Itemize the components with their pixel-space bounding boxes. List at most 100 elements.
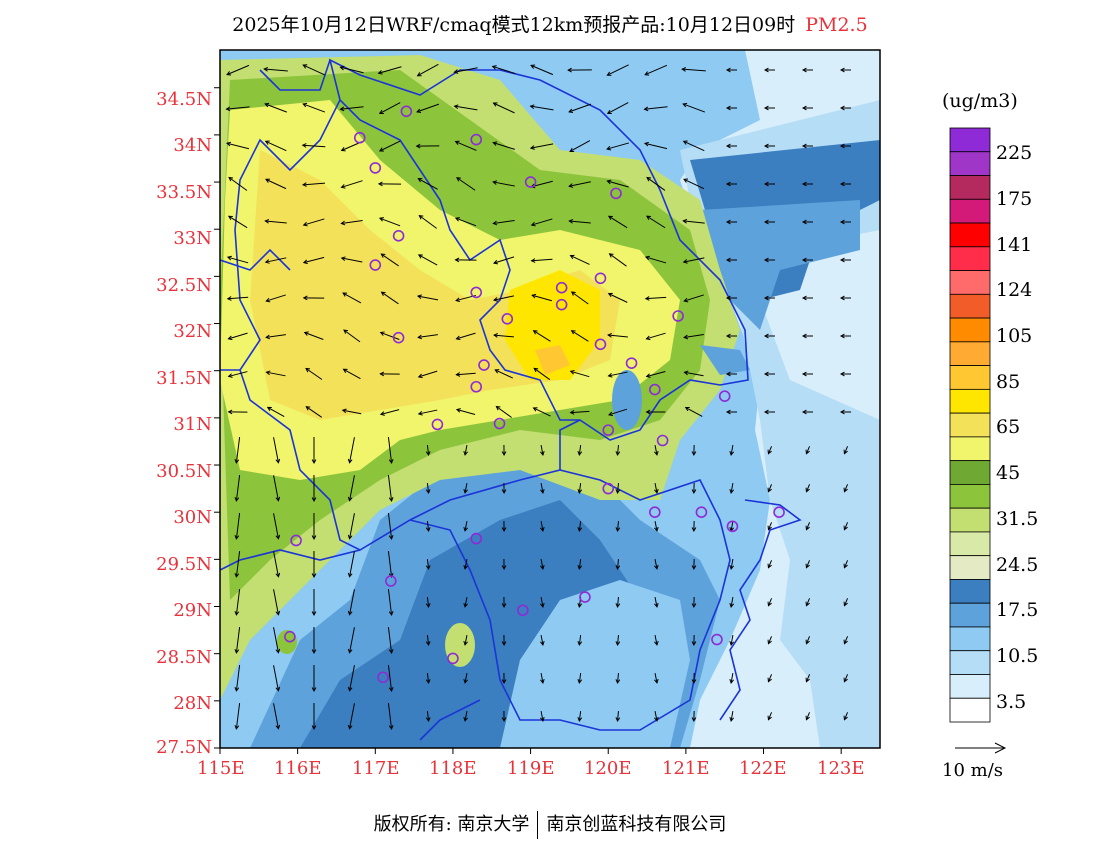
wind-arrow [377,66,402,75]
lat-label: 30N [173,507,212,528]
wind-arrow [417,334,438,340]
colorbar-swatch [949,507,991,533]
wind-arrow [425,482,431,495]
wind-arrow [492,219,515,226]
colorbar-label: 24.5 [996,554,1039,576]
wind-arrow [301,143,326,148]
nanjing-peak-area [535,345,570,375]
wind-arrow [607,332,628,338]
wind-arrow [463,444,468,456]
wind-arrow [266,406,285,417]
station-marker [470,133,483,146]
colorbar-swatch [949,127,991,153]
wind-arrow [425,672,431,685]
station-marker [602,424,615,436]
lon-label: 121E [662,758,710,779]
wind-arrow [681,67,706,72]
wind-arrow [540,482,545,494]
wind-arrow [691,596,697,609]
wind-arrow [492,256,515,265]
wind-arrow [532,330,551,342]
wind-arrow [492,295,515,302]
wind-arrow [530,64,554,76]
wind-arrow [567,67,592,73]
wind-arrow [227,215,248,229]
map-title: 2025年10月12日WRF/cmaq模式12km预报产品:10月12日09时 P… [0,10,1100,37]
wind-arrow [463,558,468,570]
wind-arrow [234,513,241,540]
wind-arrow [763,409,775,415]
station-marker [385,575,397,587]
wind-arrow [387,513,394,540]
wind-arrow [265,334,286,340]
wind-arrow [453,67,478,74]
wind-arrow [417,409,438,416]
station-marker [377,671,389,684]
station-marker [478,359,490,371]
ocean-blue-band-2 [700,200,860,330]
wind-arrow [839,409,851,415]
zhejiang-boundary [409,469,731,731]
taihu-lake [612,370,642,430]
wind-arrow [615,558,621,571]
colorbar-swatch [949,602,991,628]
wind-arrow [839,105,851,111]
lat-label: 31N [173,414,212,435]
henan-boundary [220,248,291,271]
wind-arrow [843,560,849,569]
wind-arrow [463,634,468,646]
station-marker [773,506,785,518]
lon-label: 117E [352,758,400,779]
station-marker [711,633,723,646]
wind-arrow [455,332,476,341]
wind-arrow [463,520,468,532]
wind-arrow [425,596,431,609]
wind-arrow [347,437,355,464]
station-marker [672,310,684,322]
wind-arrow [530,258,553,263]
colorbar-swatch [949,365,991,390]
wind-arrow [805,636,811,645]
wind-arrow [341,408,362,415]
colorbar-label: 85 [996,371,1021,393]
wind-arrow [491,65,516,75]
wind-arrow [843,522,849,531]
station-marker [369,162,382,174]
wind-arrow [729,710,735,722]
station-marker [447,652,459,665]
lat-label: 28.5N [156,647,212,668]
colorbar-swatch [949,151,991,176]
lon-label: 122E [739,758,787,779]
wind-arrow [273,513,281,540]
wind-arrow [577,520,583,532]
wind-arrow [311,626,317,655]
wind-arrow [654,558,659,570]
wind-arrow [417,370,438,379]
wind-arrow [378,217,401,227]
wind-arrow [501,634,507,647]
colorbar [949,127,991,723]
wind-arrow [425,444,431,457]
wind-arrow [646,215,666,229]
wind-arrow [492,102,515,114]
wind-arrow [577,482,583,494]
wind-arrow [455,408,476,416]
wind-arrow [763,67,775,73]
wind-arrow [654,672,659,684]
wind-arrow [273,551,281,578]
wind-arrow [456,177,476,191]
wind-arrow [454,140,477,151]
wind-arrow [265,178,287,190]
wind-arrow [763,295,775,301]
wind-arrow [380,253,399,267]
wind-arrow [570,330,589,342]
coastline-islands [719,499,802,721]
wind-arrow [311,588,317,617]
wind-arrow [729,634,735,646]
colorbar-label: 3.5 [996,691,1027,713]
colorbar-label: 17.5 [996,599,1039,621]
wind-arrow [729,672,735,684]
wind-arrow [532,407,551,417]
wind-arrow [608,408,628,417]
lon-label: 119E [507,758,555,779]
